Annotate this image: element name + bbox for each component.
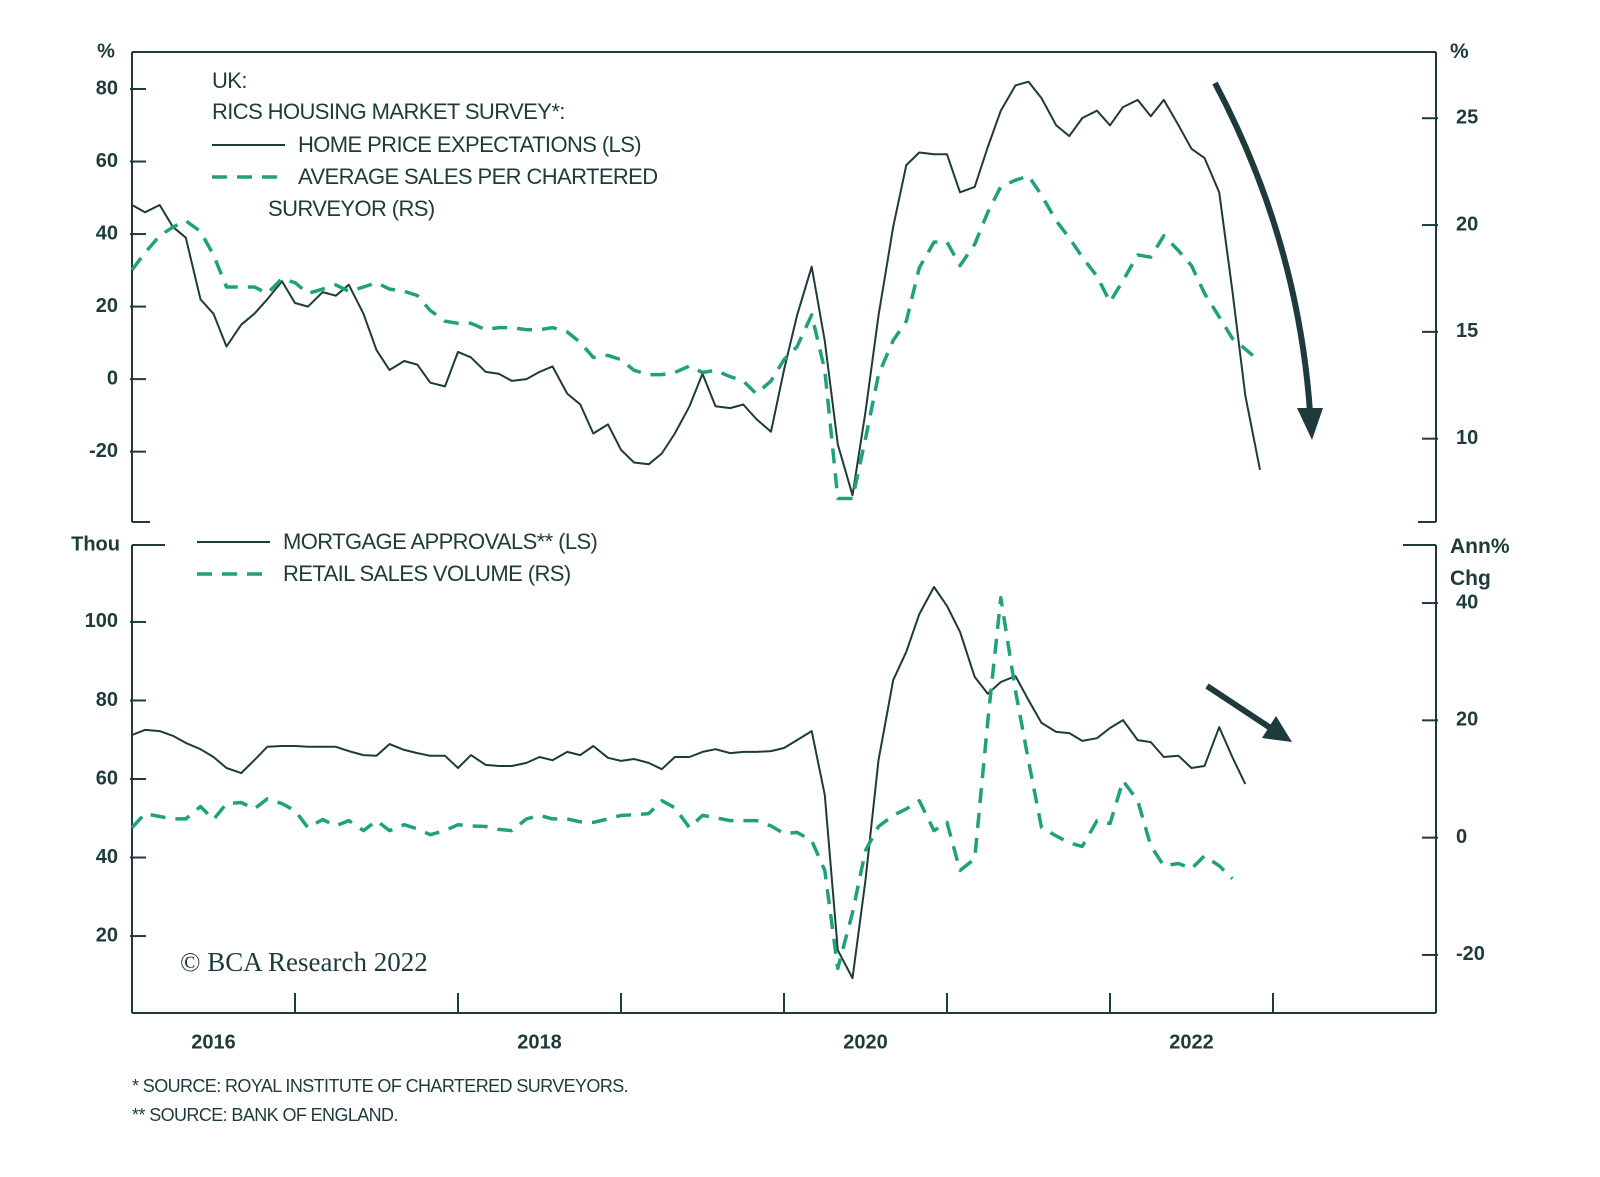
- y-tick-label: -20: [89, 440, 118, 462]
- series-line: [131, 586, 1247, 980]
- watermark: © BCA Research 2022: [180, 947, 428, 977]
- trend-arrow: [1212, 81, 1313, 413]
- y-tick-label: 60: [96, 150, 118, 172]
- y-tick-label: 40: [96, 846, 118, 868]
- y2-tick-label: 0: [1456, 826, 1467, 848]
- y2-tick-label: 20: [1456, 709, 1478, 731]
- y2-tick-label: 25: [1456, 107, 1478, 129]
- y-tick-label: 0: [107, 367, 118, 389]
- trend-arrow: [1205, 683, 1274, 732]
- y2-tick-label: 20: [1456, 213, 1478, 235]
- x-tick-label: 2016: [191, 1031, 236, 1053]
- legend-label: HOME PRICE EXPECTATIONS (LS): [298, 132, 642, 157]
- y2-tick-label: 40: [1456, 591, 1478, 613]
- y2-unit: %: [1450, 40, 1469, 63]
- legend-title: RICS HOUSING MARKET SURVEY*:: [212, 99, 565, 124]
- y-tick-label: 20: [96, 924, 118, 946]
- series-line: [130, 174, 1262, 501]
- y-tick-label: 60: [96, 767, 118, 789]
- legend-label: RETAIL SALES VOLUME (RS): [283, 561, 571, 586]
- y-tick-label: 40: [96, 222, 118, 244]
- x-tick-label: 2018: [517, 1031, 562, 1053]
- footnote: ** SOURCE: BANK OF ENGLAND.: [132, 1105, 398, 1125]
- y-tick-label: 20: [96, 295, 118, 317]
- y2-tick-label: 15: [1456, 320, 1478, 342]
- legend-title: UK:: [212, 68, 247, 93]
- series-line: [130, 596, 1234, 971]
- y-tick-label: 80: [96, 77, 118, 99]
- y-unit: %: [97, 40, 115, 62]
- y2-tick-label: 10: [1456, 427, 1478, 449]
- legend-label: MORTGAGE APPROVALS** (LS): [283, 529, 598, 554]
- legend-label: AVERAGE SALES PER CHARTERED SURVEYOR (RS…: [268, 164, 658, 221]
- footnote: * SOURCE: ROYAL INSTITUTE OF CHARTERED S…: [132, 1076, 628, 1096]
- x-tick-label: 2022: [1169, 1031, 1214, 1053]
- trend-arrowhead: [1297, 408, 1323, 440]
- y-tick-label: 100: [85, 610, 118, 632]
- y-tick-label: 80: [96, 689, 118, 711]
- y2-unit: Ann% Chg: [1450, 535, 1510, 590]
- y-unit: Thou: [71, 533, 120, 555]
- series-line: [131, 80, 1261, 497]
- x-tick-label: 2020: [843, 1031, 888, 1053]
- y2-tick-label: -20: [1456, 943, 1485, 965]
- trend-arrowhead: [1262, 716, 1292, 742]
